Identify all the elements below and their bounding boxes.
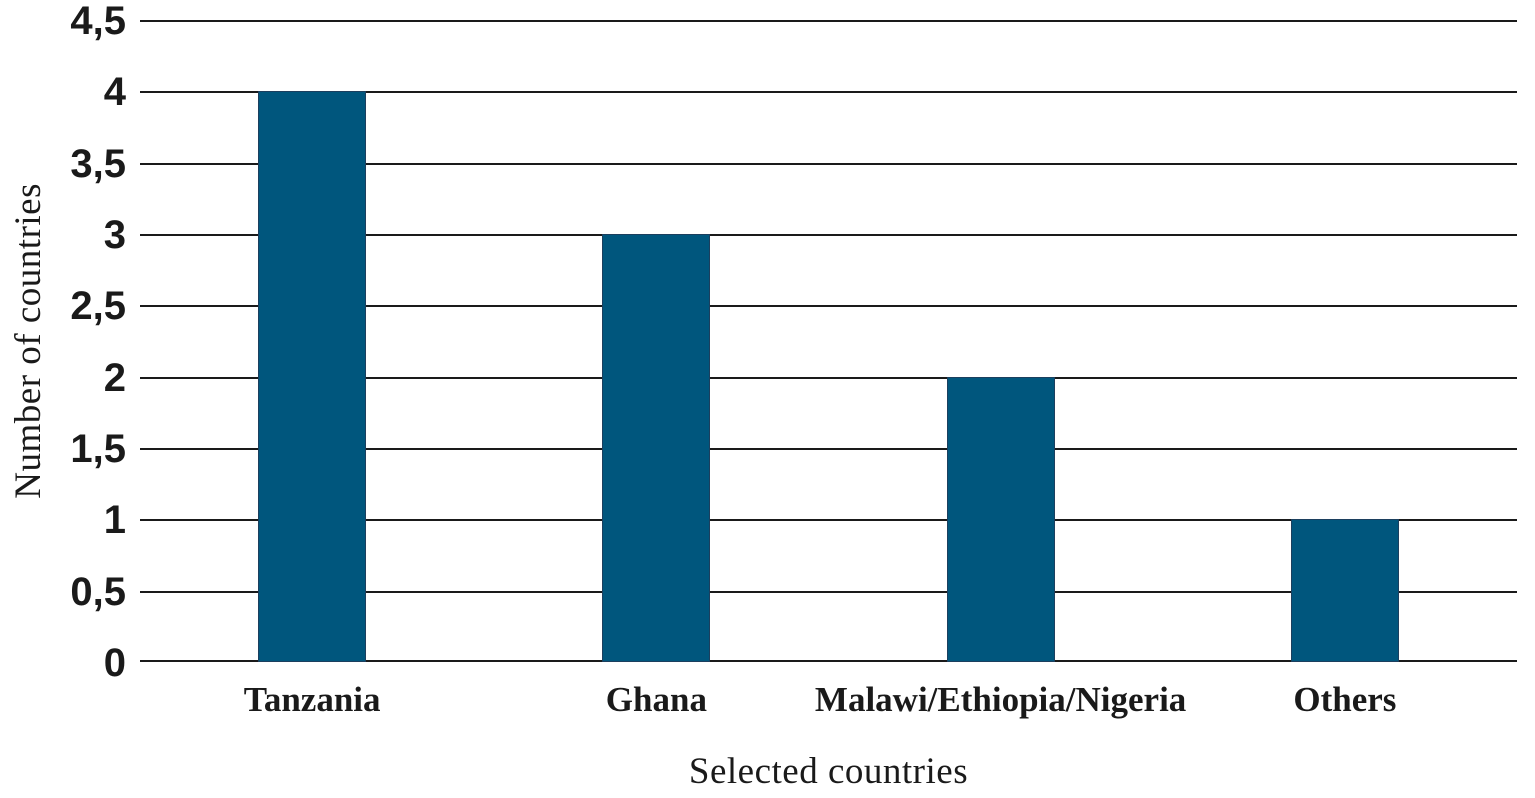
y-tick-label: 3,5 bbox=[70, 141, 126, 186]
y-tick-label: 2,5 bbox=[70, 284, 126, 329]
gridline bbox=[140, 20, 1517, 22]
y-tick-label: 2 bbox=[103, 355, 126, 400]
bar-malawi-ethiopia-nigeria bbox=[946, 376, 1055, 662]
y-tick-label: 4,5 bbox=[70, 0, 126, 43]
gridline bbox=[140, 519, 1517, 522]
gridline bbox=[140, 305, 1517, 308]
y-tick-label: 0,5 bbox=[70, 569, 126, 614]
y-tick-label: 1 bbox=[103, 498, 126, 543]
bar-others bbox=[1290, 519, 1399, 662]
gridline bbox=[140, 590, 1517, 593]
x-axis-title: Selected countries bbox=[688, 751, 969, 792]
category-label: Tanzania bbox=[243, 680, 381, 719]
y-tick-label: 4 bbox=[103, 70, 126, 115]
gridline bbox=[140, 162, 1517, 165]
gridline bbox=[140, 376, 1517, 379]
y-tick-label: 3 bbox=[103, 213, 126, 257]
category-label: Ghana bbox=[605, 680, 707, 719]
y-tick-label: 0 bbox=[103, 641, 126, 685]
bar-tanzania bbox=[258, 91, 367, 662]
category-label: Malawi/Ethiopia/Nigeria bbox=[814, 680, 1187, 719]
y-tick-label: 1,5 bbox=[70, 427, 126, 471]
gridline bbox=[140, 448, 1517, 450]
gridline bbox=[140, 91, 1517, 94]
gridline bbox=[140, 234, 1517, 236]
bar-ghana bbox=[602, 234, 711, 662]
plot-area bbox=[140, 20, 1517, 662]
category-label: Others bbox=[1293, 680, 1397, 719]
x-axis-baseline bbox=[140, 660, 1517, 662]
